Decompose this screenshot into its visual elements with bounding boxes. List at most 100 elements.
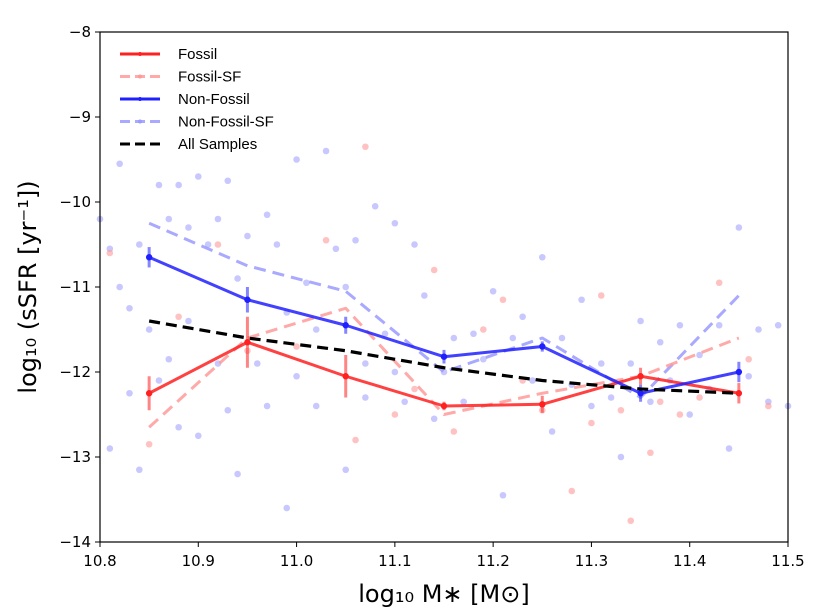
scatter-point-nonfossil <box>548 428 556 435</box>
scatter-point-nonfossil <box>312 402 320 410</box>
scatter-point-fossil <box>293 343 300 350</box>
scatter-point-nonfossil <box>617 453 625 461</box>
plot-frame <box>99 31 789 543</box>
scatter-point-nonfossil <box>165 355 173 363</box>
scatter-point-nonfossil <box>509 334 517 342</box>
scatter-point-nonfossil <box>607 394 615 401</box>
scatter-point-nonfossil <box>774 321 782 329</box>
series-line-all-samples <box>148 319 739 395</box>
scatter-point-nonfossil <box>273 241 281 248</box>
scatter-point-nonfossil <box>735 224 743 231</box>
scatter-point-nonfossil <box>686 411 694 418</box>
scatter-point-fossil <box>391 411 399 418</box>
series-point-non-fossil <box>440 353 448 360</box>
scatter-point-fossil <box>765 402 772 410</box>
series-layer <box>145 221 743 429</box>
scatter-point-nonfossil <box>126 389 133 397</box>
scatter-point-nonfossil <box>263 402 271 410</box>
scatter-point-fossil <box>411 385 418 393</box>
scatter-point-nonfossil <box>499 491 507 499</box>
scatter-point-fossil <box>450 428 458 435</box>
y-tick-label: −13 <box>59 448 91 466</box>
scatter-point-nonfossil <box>745 372 752 380</box>
legend-label-non-fossil-sf: Non-Fossil-SF <box>178 114 274 131</box>
y-tick-label: −10 <box>59 193 91 211</box>
scatter-point-nonfossil <box>342 283 350 291</box>
x-tick-label: 11.1 <box>378 552 411 570</box>
legend-marker-non-fossil <box>138 97 142 101</box>
legend-label-fossil: Fossil <box>178 46 217 63</box>
scatter-point-fossil <box>568 487 576 495</box>
legend-label-fossil-sf: Fossil-SF <box>178 69 241 86</box>
scatter-point-nonfossil <box>362 360 369 367</box>
scatter-point-nonfossil <box>460 398 467 406</box>
scatter-point-nonfossil <box>126 304 133 312</box>
scatter-point-nonfossil <box>145 326 153 333</box>
scatter-point-nonfossil <box>725 445 733 452</box>
scatter-point-nonfossil <box>450 334 458 342</box>
scatter-point-nonfossil <box>597 360 605 367</box>
x-tick-label: 11.0 <box>280 552 313 570</box>
scatter-point-nonfossil <box>519 313 526 321</box>
scatter-point-nonfossil <box>637 317 644 325</box>
series-point-fossil <box>539 401 546 408</box>
scatter-point-nonfossil <box>332 245 340 253</box>
scatter-point-nonfossil <box>371 202 379 210</box>
x-tick-label: 11.5 <box>771 552 804 570</box>
scatter-point-nonfossil <box>696 351 703 359</box>
series-point-non-fossil <box>244 296 251 303</box>
scatter-point-nonfossil <box>538 253 546 261</box>
y-tick-label: −14 <box>59 533 91 551</box>
ticks-layer: 10.8 10.9 11.0 11.1 11.2 11.3 11.4 11.5 −8 −9 −10 −… <box>59 23 804 570</box>
scatter-point-nonfossil <box>381 330 389 338</box>
scatter-point-nonfossil <box>676 321 684 329</box>
scatter-point-fossil <box>480 326 487 333</box>
x-axis-title: log₁₀ M∗ [M⊙] <box>358 580 529 608</box>
scatter-point-nonfossil <box>303 279 310 287</box>
legend-marker-non-fossil-sf <box>138 119 142 124</box>
scatter-point-nonfossil <box>224 406 232 414</box>
scatter-point-nonfossil <box>715 321 723 329</box>
scatter-point-nonfossil <box>106 445 114 452</box>
scatter-point-nonfossil <box>165 215 173 223</box>
scatter-point-fossil <box>588 419 595 427</box>
scatter-point-nonfossil <box>224 177 232 185</box>
scatter-point-nonfossil <box>362 394 369 401</box>
scatter-point-nonfossil <box>489 287 497 295</box>
y-tick-label: −11 <box>59 278 91 296</box>
scatter-point-nonfossil <box>647 398 654 406</box>
scatter-point-nonfossil <box>155 181 163 189</box>
scatter-point-nonfossil <box>136 466 143 474</box>
scatter-layer <box>96 143 792 525</box>
scatter-point-fossil <box>145 440 153 448</box>
scatter-point-nonfossil <box>421 292 428 299</box>
scatter-point-nonfossil <box>352 236 359 244</box>
y-tick-label: −12 <box>59 363 91 381</box>
scatter-point-fossil <box>430 266 438 274</box>
scatter-point-nonfossil <box>588 402 595 410</box>
scatter-point-nonfossil <box>656 338 664 346</box>
scatter-point-nonfossil <box>578 296 585 304</box>
scatter-point-fossil <box>656 398 664 406</box>
scatter-point-nonfossil <box>116 160 123 168</box>
series-point-fossil <box>145 390 153 397</box>
y-axis-title: log₁₀ (sSFR [yr⁻¹]) <box>14 180 42 393</box>
scatter-point-nonfossil <box>480 355 487 363</box>
scatter-point-nonfossil <box>155 377 163 384</box>
scatter-point-nonfossil <box>283 504 291 512</box>
scatter-point-fossil <box>676 411 684 418</box>
legend-label-all-samples: All Samples <box>178 136 257 153</box>
scatter-point-nonfossil <box>401 398 408 406</box>
scatter-point-nonfossil <box>263 211 271 219</box>
scatter-point-fossil <box>597 292 605 299</box>
scatter-point-nonfossil <box>253 360 261 367</box>
scatter-point-fossil <box>352 436 359 444</box>
series-point-non-fossil <box>342 322 349 329</box>
scatter-point-nonfossil <box>175 423 182 431</box>
series-point-fossil <box>637 373 644 380</box>
scatter-point-nonfossil <box>558 334 566 342</box>
scatter-point-nonfossil <box>185 224 192 231</box>
scatter-point-nonfossil <box>214 215 222 223</box>
x-tick-label: 10.9 <box>182 552 215 570</box>
